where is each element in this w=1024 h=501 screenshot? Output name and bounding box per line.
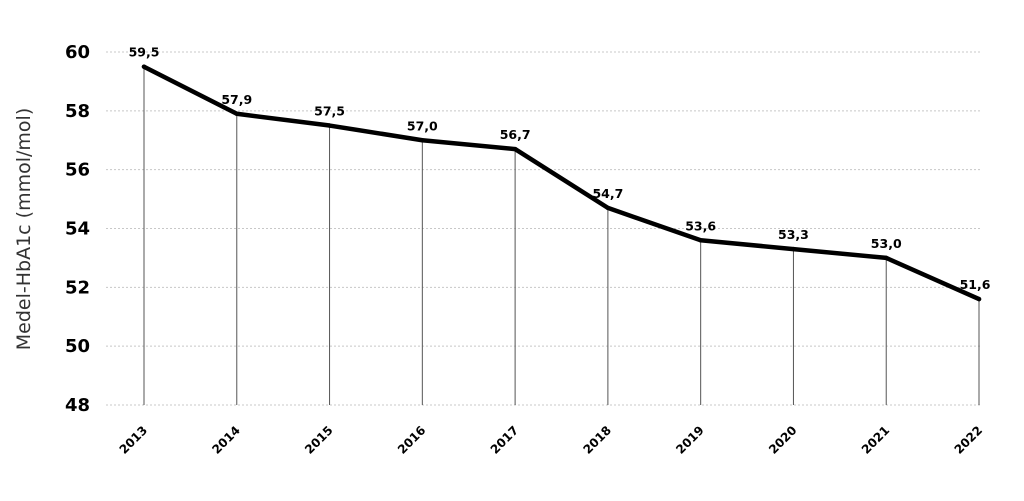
data-point bbox=[141, 64, 147, 69]
data-label: 57,9 bbox=[221, 92, 252, 107]
y-tick-label: 52 bbox=[65, 277, 90, 298]
data-point bbox=[234, 111, 239, 116]
x-tick-label: 2013 bbox=[117, 423, 151, 457]
data-point bbox=[420, 138, 425, 143]
x-tick-label: 2021 bbox=[859, 423, 893, 457]
data-label: 57,5 bbox=[314, 104, 345, 119]
y-axis-ticks: 48 50 52 54 56 58 60 bbox=[65, 42, 90, 416]
y-tick-label: 50 bbox=[65, 336, 90, 357]
data-point bbox=[976, 296, 982, 302]
data-label: 51,6 bbox=[960, 277, 991, 292]
x-axis-ticks: 2013 2014 2015 2016 2017 2018 2019 2020 2021 2022 bbox=[117, 423, 986, 457]
grid-lines bbox=[106, 51, 980, 406]
data-label: 56,7 bbox=[500, 127, 531, 142]
series-line bbox=[141, 64, 982, 302]
y-tick-label: 58 bbox=[65, 101, 90, 122]
y-tick-label: 60 bbox=[65, 42, 90, 63]
x-tick-label: 2016 bbox=[395, 423, 429, 457]
data-point bbox=[327, 123, 332, 128]
x-tick-label: 2020 bbox=[766, 423, 800, 457]
data-point bbox=[884, 255, 889, 261]
x-tick-label: 2019 bbox=[673, 423, 707, 457]
series-layer bbox=[141, 64, 982, 302]
data-label: 59,5 bbox=[129, 45, 160, 60]
data-label: 54,7 bbox=[592, 186, 623, 201]
data-point bbox=[512, 146, 518, 152]
data-point bbox=[791, 246, 796, 252]
y-axis-label: Medel-HbA1c (mmol/mol) bbox=[13, 108, 35, 350]
x-tick-label: 2018 bbox=[580, 423, 614, 457]
x-tick-label: 2015 bbox=[302, 423, 336, 457]
data-label: 57,0 bbox=[407, 118, 438, 133]
data-labels: 59,5 57,9 57,5 57,0 56,7 54,7 53,6 53,3 53,0 51,6 bbox=[129, 45, 991, 292]
y-tick-label: 54 bbox=[65, 219, 90, 240]
x-tick-label: 2022 bbox=[952, 423, 986, 457]
y-tick-label: 48 bbox=[65, 395, 90, 416]
data-point bbox=[605, 205, 611, 211]
x-tick-label: 2017 bbox=[488, 423, 522, 457]
data-label: 53,6 bbox=[685, 218, 716, 233]
data-label: 53,0 bbox=[871, 236, 902, 251]
drop-lines bbox=[143, 66, 980, 405]
x-tick-label: 2014 bbox=[209, 423, 243, 457]
data-label: 53,3 bbox=[778, 227, 809, 242]
data-point bbox=[698, 238, 703, 243]
y-tick-label: 56 bbox=[65, 160, 90, 181]
